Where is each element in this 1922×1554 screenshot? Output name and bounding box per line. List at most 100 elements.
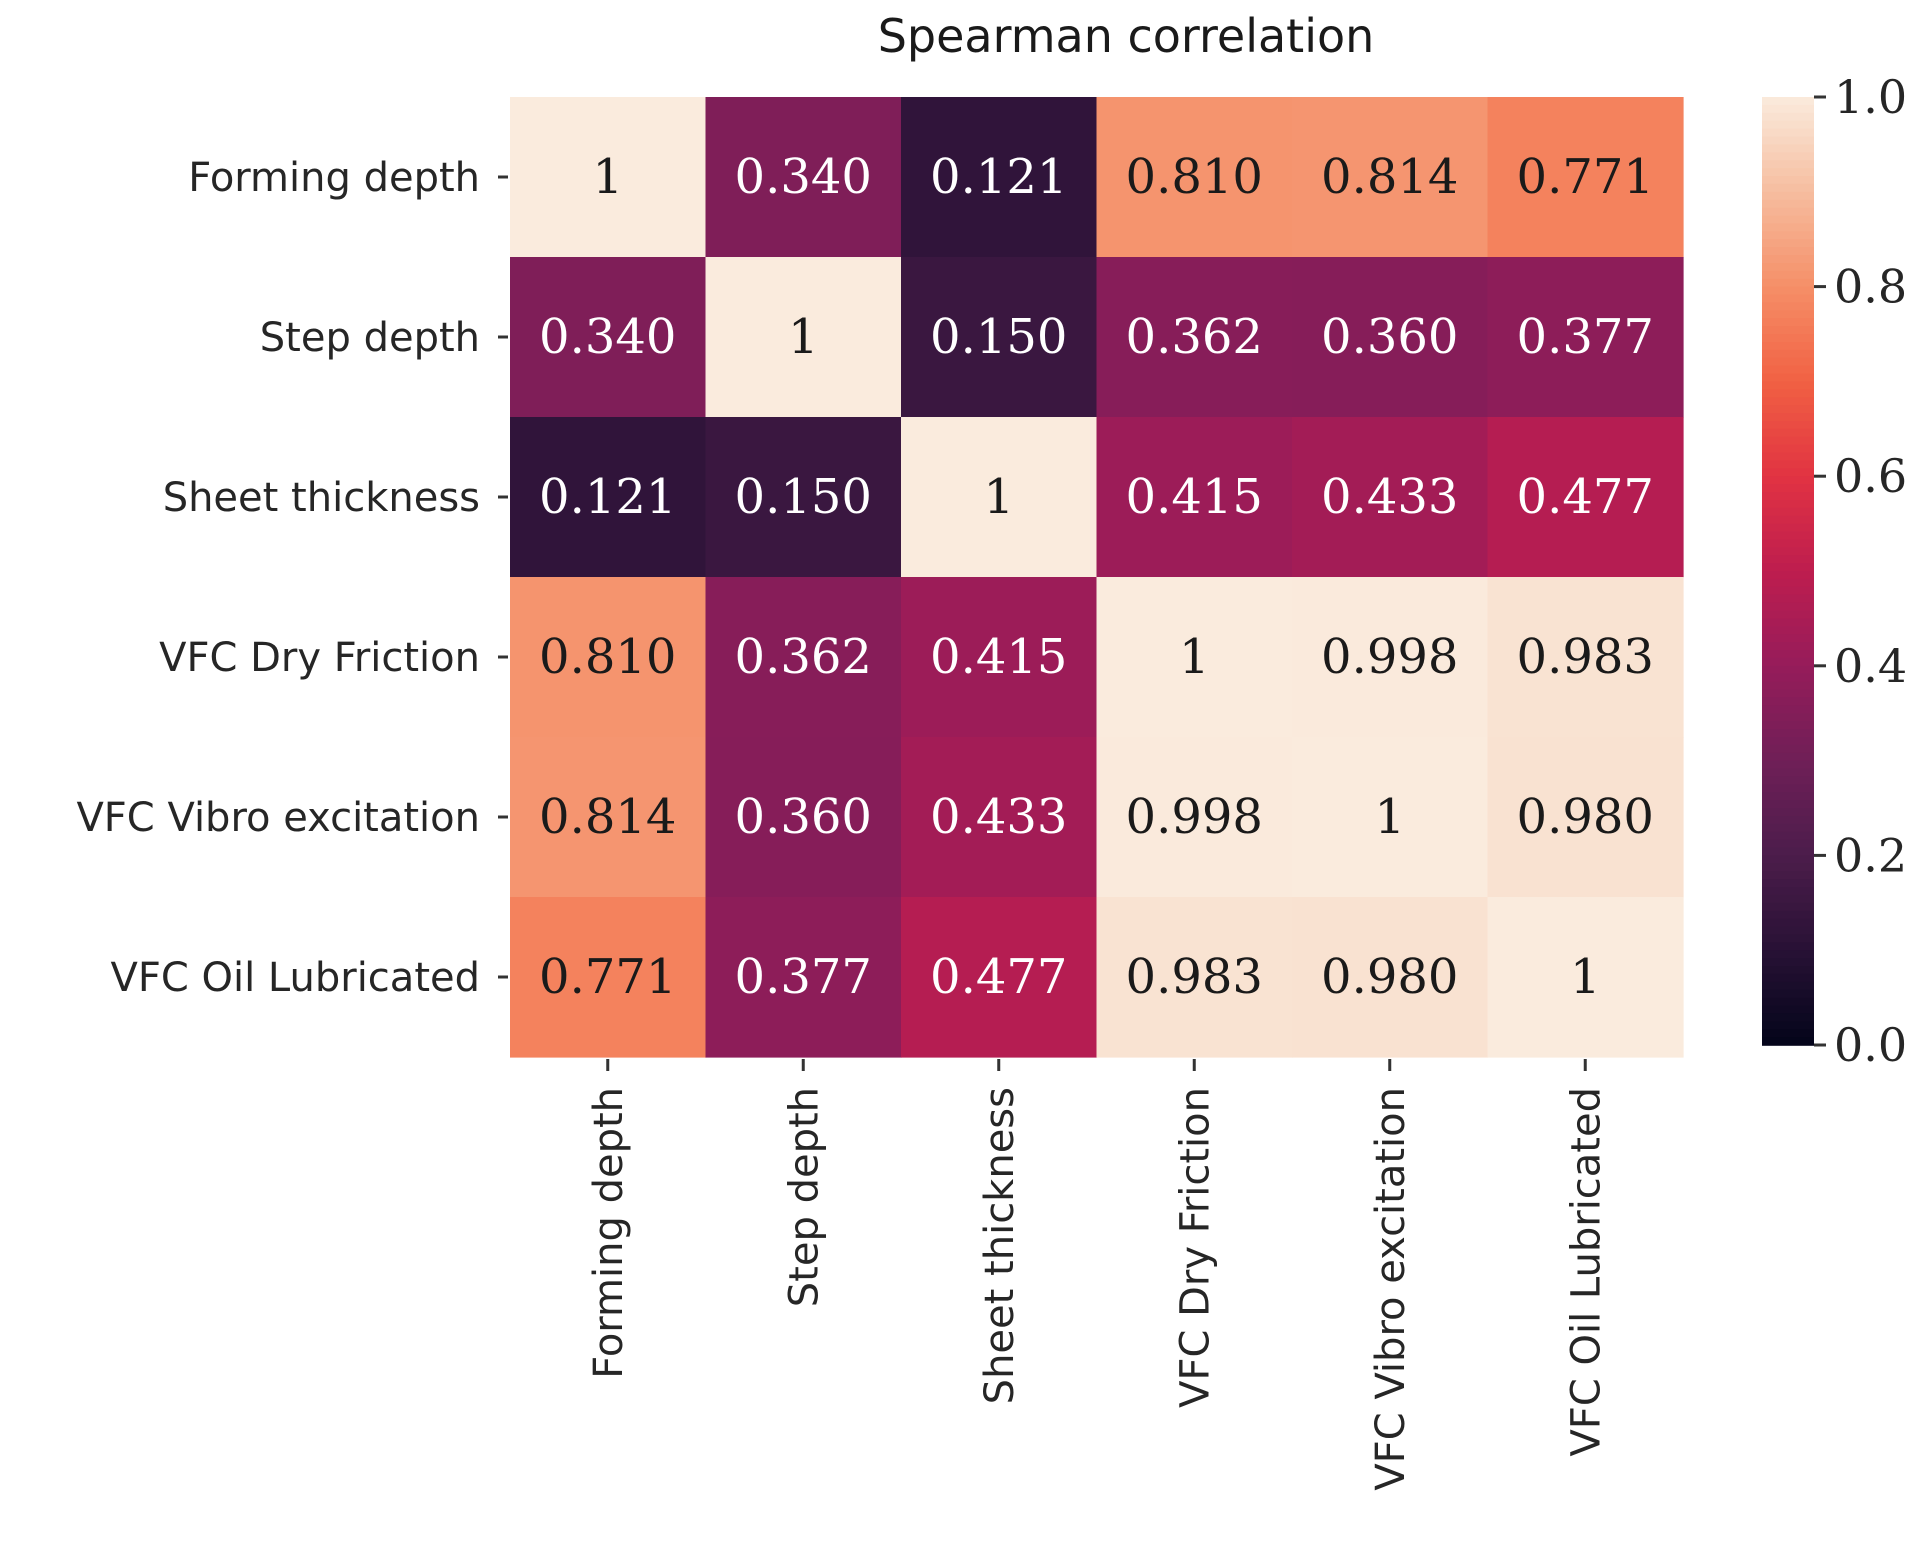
colorbar-segment <box>1762 618 1814 628</box>
colorbar-segment <box>1762 602 1814 612</box>
cell-value: 1 <box>983 469 1014 525</box>
heatmap-cell <box>510 97 707 258</box>
column-label: VFC Oil Lubricated <box>1563 1087 1609 1457</box>
colorbar-segment <box>1762 839 1814 849</box>
cell-value: 0.150 <box>930 309 1067 365</box>
colorbar-segment <box>1762 136 1814 146</box>
colorbar-segment <box>1762 112 1814 122</box>
colorbar-segment <box>1762 950 1814 959</box>
colorbar-segment <box>1762 341 1814 351</box>
heatmap-cell <box>705 417 902 578</box>
colorbar-segment <box>1762 894 1814 904</box>
colorbar-segment <box>1762 191 1814 201</box>
cell-value: 0.810 <box>1126 149 1263 205</box>
colorbar-segment <box>1762 650 1814 659</box>
cell-value: 0.998 <box>1321 629 1458 685</box>
row-label: Forming depth <box>188 155 480 201</box>
heatmap-cell <box>1096 897 1293 1058</box>
colorbar-segment <box>1762 365 1814 375</box>
colorbar-segment <box>1762 800 1814 809</box>
heatmap-cell <box>1292 97 1489 258</box>
cell-value: 0.415 <box>930 629 1067 685</box>
colorbar-segment <box>1762 997 1814 1007</box>
colorbar-segment <box>1762 815 1814 825</box>
heatmap-cell <box>901 417 1098 578</box>
colorbar-segment <box>1762 744 1814 754</box>
heatmap-cell <box>1487 577 1684 738</box>
colorbar-segment <box>1762 176 1814 185</box>
cell-value: 0.477 <box>930 949 1067 1005</box>
colorbar-segment <box>1762 468 1814 477</box>
heatmap-cell <box>510 737 707 898</box>
colorbar-segment <box>1762 492 1814 501</box>
cell-value: 0.415 <box>1126 469 1263 525</box>
colorbar-segment <box>1762 207 1814 217</box>
colorbar-segment <box>1762 808 1814 817</box>
colorbar-segment <box>1762 926 1814 936</box>
colorbar-segment <box>1762 262 1814 272</box>
cell-value: 0.980 <box>1517 789 1654 845</box>
row-labels: Forming depth Step depth Sheet thickness VF… <box>76 155 508 1001</box>
heatmap-cell <box>705 257 902 418</box>
colorbar-segment <box>1762 563 1814 572</box>
colorbar-segment <box>1762 634 1814 643</box>
heatmap-cell <box>1292 257 1489 418</box>
colorbar-tick-label: 0.0 <box>1834 1018 1907 1072</box>
heatmap-cell <box>901 97 1098 258</box>
colorbar-segment <box>1762 784 1814 793</box>
column-label: VFC Dry Friction <box>1172 1087 1218 1408</box>
colorbar-segment <box>1762 144 1814 154</box>
colorbar-segment <box>1762 294 1814 304</box>
cell-value: 0.377 <box>735 949 872 1005</box>
row-label: VFC Oil Lubricated <box>110 955 480 1001</box>
colorbar-segment <box>1762 879 1814 888</box>
cell-value: 0.150 <box>735 469 872 525</box>
colorbar-segment <box>1762 507 1814 517</box>
colorbar-segment <box>1762 420 1814 430</box>
heatmap-cell <box>705 897 902 1058</box>
colorbar-segment <box>1762 460 1814 470</box>
column-label: Sheet thickness <box>977 1087 1023 1404</box>
colorbar-segment <box>1762 681 1814 691</box>
cell-value: 0.340 <box>539 309 676 365</box>
colorbar-segment <box>1762 531 1814 541</box>
cell-value: 0.433 <box>930 789 1067 845</box>
cell-value: 0.340 <box>735 149 872 205</box>
colorbar-segment <box>1762 1037 1814 1046</box>
colorbar-segment <box>1762 389 1814 398</box>
colorbar-segment <box>1762 610 1814 620</box>
colorbar-segment <box>1762 428 1814 438</box>
heatmap-cell <box>1292 577 1489 738</box>
colorbar-segment <box>1762 349 1814 359</box>
colorbar-segment <box>1762 555 1814 564</box>
colorbar-segment <box>1762 910 1814 920</box>
colorbar-segment <box>1762 871 1814 880</box>
cell-value: 0.983 <box>1126 949 1263 1005</box>
colorbar-segment <box>1762 436 1814 446</box>
heatmap-cell <box>1096 577 1293 738</box>
colorbar-segment <box>1762 989 1814 999</box>
colorbar-segment <box>1762 902 1814 912</box>
colorbar-segment <box>1762 168 1814 177</box>
colorbar-segment <box>1762 397 1814 406</box>
heatmap-cell <box>1292 417 1489 578</box>
colorbar-segment <box>1762 334 1814 343</box>
colorbar-segment <box>1762 539 1814 549</box>
cell-value: 0.810 <box>539 629 676 685</box>
colorbar-segment <box>1762 831 1814 841</box>
colorbar-segment <box>1762 547 1814 556</box>
colorbar-segment <box>1762 823 1814 833</box>
colorbar-segment <box>1762 523 1814 533</box>
cell-value: 0.477 <box>1517 469 1654 525</box>
heatmap-cell <box>1096 737 1293 898</box>
colorbar-segment <box>1762 239 1814 248</box>
colorbar-segment <box>1762 981 1814 991</box>
colorbar-segment <box>1762 973 1814 983</box>
colorbar-segment <box>1762 286 1814 296</box>
colorbar-segment <box>1762 97 1814 106</box>
colorbar-segment <box>1762 1013 1814 1023</box>
cell-value: 0.121 <box>930 149 1067 205</box>
colorbar-segment <box>1762 665 1814 675</box>
colorbar-segment <box>1762 120 1814 130</box>
colorbar-segment <box>1762 855 1814 865</box>
